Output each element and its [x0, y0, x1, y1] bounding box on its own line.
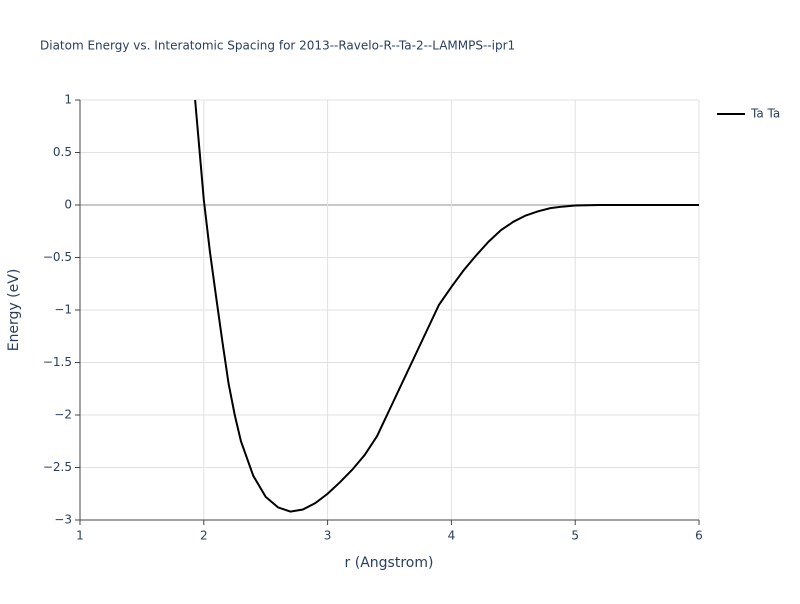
x-tick-label: 5: [571, 529, 579, 543]
y-tick-label: −2.5: [43, 460, 72, 474]
y-tick-label: −3: [54, 513, 72, 527]
data-line: [194, 99, 699, 513]
y-axis-title: Energy (eV): [6, 269, 22, 352]
chart-title: Diatom Energy vs. Interatomic Spacing fo…: [40, 39, 515, 53]
x-axis-title: r (Angstrom): [345, 555, 434, 571]
y-tick-label: −0.5: [43, 250, 72, 264]
x-tick-label: 6: [695, 529, 703, 543]
x-tick-label: 4: [448, 529, 456, 543]
x-tick-label: 3: [324, 529, 332, 543]
y-tick-label: −1.5: [43, 355, 72, 369]
y-tick-label: −2: [54, 408, 72, 422]
x-tick-label: 2: [200, 529, 208, 543]
y-tick-label: 0.5: [53, 145, 72, 159]
y-tick-label: −1: [54, 303, 72, 317]
y-tick-label: 0: [64, 198, 72, 212]
y-tick-label: 1: [64, 93, 72, 107]
legend-label: Ta Ta: [750, 107, 780, 121]
x-tick-label: 1: [76, 529, 84, 543]
